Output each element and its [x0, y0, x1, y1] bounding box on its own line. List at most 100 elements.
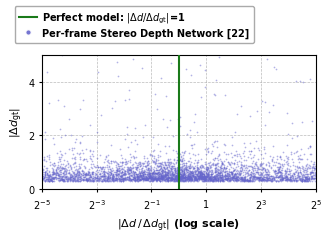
Point: [228, 179, 233, 183]
Point: [248, 179, 253, 183]
Point: [78, 151, 83, 155]
Point: [160, 178, 165, 181]
Point: [243, 178, 248, 182]
Point: [253, 163, 259, 167]
Point: [183, 174, 188, 178]
Point: [128, 179, 133, 182]
Point: [122, 171, 127, 175]
Point: [159, 171, 164, 175]
Point: [158, 173, 164, 176]
Point: [127, 175, 132, 179]
Point: [215, 172, 221, 175]
Point: [198, 176, 204, 180]
Point: [207, 177, 212, 180]
Point: [42, 175, 47, 179]
Point: [214, 178, 219, 182]
Point: [225, 176, 230, 180]
Point: [238, 179, 243, 183]
Point: [75, 171, 80, 174]
Point: [130, 162, 135, 166]
Point: [252, 168, 257, 172]
Point: [256, 177, 261, 180]
Point: [67, 170, 72, 174]
Point: [178, 176, 183, 180]
Point: [202, 169, 207, 173]
Point: [159, 177, 165, 181]
Point: [200, 174, 205, 178]
Point: [210, 179, 215, 183]
Point: [187, 178, 192, 182]
Point: [147, 173, 152, 176]
Point: [177, 172, 183, 176]
Point: [196, 176, 201, 180]
Point: [219, 170, 224, 174]
Point: [76, 177, 81, 181]
Point: [258, 178, 263, 182]
Point: [246, 156, 251, 160]
Point: [200, 164, 205, 168]
Point: [311, 172, 316, 175]
Point: [137, 177, 143, 181]
Point: [154, 179, 159, 183]
Point: [174, 179, 179, 183]
Point: [211, 163, 216, 167]
Point: [189, 173, 194, 177]
Point: [278, 171, 283, 175]
Point: [165, 169, 170, 173]
Point: [211, 175, 216, 179]
Point: [202, 172, 207, 176]
Point: [135, 179, 140, 183]
Point: [113, 179, 118, 182]
Point: [289, 136, 294, 140]
Point: [184, 177, 189, 181]
Point: [151, 171, 156, 175]
Point: [169, 176, 174, 180]
Point: [149, 179, 154, 183]
Point: [161, 165, 166, 169]
Point: [91, 162, 96, 166]
Point: [140, 176, 145, 179]
Point: [180, 173, 185, 177]
Point: [202, 174, 207, 178]
Point: [189, 176, 194, 179]
Point: [161, 174, 166, 177]
Point: [143, 177, 148, 181]
Point: [118, 171, 124, 175]
Point: [154, 171, 159, 175]
Point: [198, 171, 203, 175]
Point: [251, 175, 256, 179]
Point: [227, 179, 232, 183]
Point: [226, 174, 231, 178]
Point: [220, 175, 225, 179]
Point: [57, 171, 62, 175]
Point: [154, 179, 159, 183]
Point: [249, 171, 254, 174]
Point: [213, 168, 219, 172]
Point: [239, 177, 244, 181]
Point: [185, 176, 191, 180]
Point: [221, 179, 226, 182]
Point: [156, 173, 162, 176]
Point: [98, 165, 103, 169]
Point: [146, 159, 151, 163]
Point: [109, 144, 114, 148]
Point: [146, 175, 151, 178]
Point: [175, 151, 180, 155]
Point: [40, 171, 45, 174]
Point: [68, 173, 73, 176]
Point: [153, 160, 158, 164]
Point: [140, 170, 146, 174]
Point: [279, 179, 285, 182]
Point: [194, 173, 199, 177]
Point: [288, 152, 293, 156]
Point: [278, 174, 283, 178]
Point: [264, 173, 270, 176]
Point: [238, 177, 243, 181]
Point: [53, 169, 59, 173]
Point: [182, 179, 187, 183]
Point: [135, 174, 140, 178]
Point: [244, 179, 250, 182]
Point: [114, 168, 119, 172]
Point: [140, 178, 145, 182]
Point: [197, 166, 203, 169]
